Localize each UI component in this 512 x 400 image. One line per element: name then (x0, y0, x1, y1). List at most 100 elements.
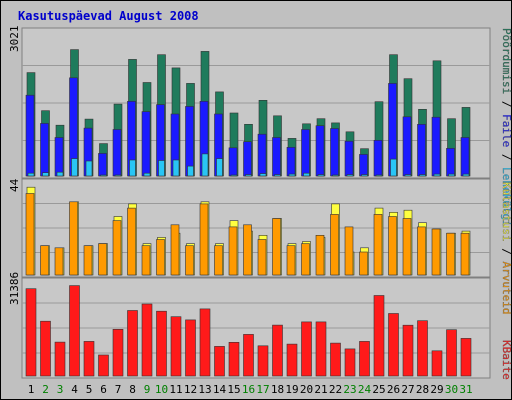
bar-lehekulgi (419, 174, 426, 177)
bar-arvuteid (330, 214, 339, 276)
bar-arvuteid (141, 245, 151, 276)
bar-arvuteid (431, 228, 441, 276)
bar-lehekulgi (85, 160, 93, 177)
bar-arvuteid (40, 245, 49, 276)
x-tick-label: 14 (213, 383, 227, 396)
x-tick-labels: 1 2 3 4 5 6 7 8 9 10 11 12 13 14 15 16 17 18 19 20 21 22 23 24 2… (28, 383, 473, 396)
x-tick-label: 6 (100, 383, 107, 396)
bar-faile (373, 140, 383, 177)
bar-lehekulgi (390, 158, 397, 177)
ymax-label-kbytes: 31386 (8, 272, 21, 305)
bar-lehekulgi (129, 159, 136, 177)
legend-separator: / (500, 94, 512, 114)
bars-hosts-panel (25, 186, 471, 276)
bar-kbaite (446, 329, 457, 377)
bar-lehekulgi (230, 174, 238, 177)
bar-faile (243, 141, 252, 177)
bar-lehekulgi (317, 174, 325, 177)
x-tick-label: 23 (343, 383, 356, 396)
x-tick-label: 25 (372, 383, 385, 396)
bar-arvuteid (112, 220, 122, 276)
bar-lehekulgi (274, 174, 281, 177)
bar-lehekulgi (158, 160, 165, 177)
x-tick-label: 29 (430, 383, 443, 396)
bar-arvuteid (402, 218, 412, 276)
bar-arvuteid (25, 193, 35, 276)
bar-kbaite (402, 324, 414, 377)
legend-entry: Lehekülgi (500, 167, 512, 227)
bar-arvuteid (199, 203, 209, 276)
bar-kbaite (388, 313, 399, 377)
bar-kbaite (301, 321, 312, 377)
bar-lehekulgi (375, 174, 383, 177)
bar-lehekulgi (259, 173, 267, 177)
legend-separator: / (500, 242, 512, 262)
x-tick-label: 3 (57, 383, 64, 396)
bar-kbaite (286, 343, 298, 377)
x-tick-label: 19 (285, 383, 298, 396)
bar-faile (286, 147, 296, 177)
ymax-label-visits: 3021 (8, 26, 21, 53)
bar-kbaite (228, 341, 240, 377)
chart-title: Kasutuspäevad August 2008 (18, 9, 199, 23)
bar-arvuteid (446, 232, 455, 276)
bar-kbaite (40, 320, 51, 377)
x-tick-label: 18 (271, 383, 284, 396)
bar-faile (417, 124, 426, 177)
legend-entry: Külastusi (500, 182, 512, 242)
bar-arvuteid (301, 243, 310, 276)
legend-visits-panel: Pöördumisi / Faile / Lehekülgi (500, 28, 512, 227)
bar-lehekulgi (114, 174, 122, 177)
legend-entry: Pöördumisi (500, 28, 512, 94)
bar-kbaite (185, 319, 196, 377)
bar-faile (402, 116, 412, 177)
bar-kbaite (359, 341, 370, 377)
bar-arvuteid (460, 232, 470, 276)
x-tick-label: 12 (184, 383, 197, 396)
bar-kbaite (112, 328, 124, 377)
bar-arvuteid (83, 245, 93, 276)
bar-lehekulgi (288, 173, 296, 177)
bar-arvuteid (388, 216, 397, 276)
bar-faile (431, 116, 441, 177)
bar-kbaite (272, 324, 283, 377)
bar-arvuteid (243, 224, 252, 276)
legend-entry: Faile (500, 114, 512, 147)
x-tick-label: 24 (358, 383, 372, 396)
bar-lehekulgi (56, 171, 64, 177)
legend-entry: Arvuteid (500, 261, 512, 314)
bar-faile (359, 154, 368, 177)
x-tick-label: 2 (42, 383, 49, 396)
bar-kbaite (199, 308, 211, 377)
bar-lehekulgi (172, 159, 180, 177)
ymax-label-hosts: 44 (8, 178, 21, 192)
bar-arvuteid (257, 239, 267, 276)
bar-kbaite (373, 295, 385, 377)
bar-arvuteid (272, 218, 281, 276)
x-tick-label: 7 (115, 383, 122, 396)
bar-arvuteid (315, 235, 325, 276)
x-tick-label: 10 (155, 383, 168, 396)
x-tick-label: 27 (401, 383, 414, 396)
bar-lehekulgi (27, 172, 35, 177)
x-tick-label: 26 (387, 383, 400, 396)
bar-kbaite (417, 320, 428, 377)
bar-faile (301, 129, 310, 177)
bar-faile (185, 106, 194, 177)
x-tick-label: 30 (445, 383, 458, 396)
bar-arvuteid (185, 245, 194, 276)
bar-kbaite (170, 316, 182, 377)
x-tick-label: 11 (169, 383, 182, 396)
legend-hosts-panel: Külastusi / Arvuteid (500, 182, 512, 314)
bar-lehekulgi (201, 153, 209, 177)
bar-faile (272, 137, 281, 177)
bar-faile (257, 133, 267, 177)
bar-faile (460, 137, 470, 177)
bar-lehekulgi (361, 174, 368, 177)
bar-arvuteid (214, 245, 223, 276)
bar-lehekulgi (448, 173, 455, 177)
bar-faile (54, 137, 64, 177)
x-tick-label: 21 (314, 383, 327, 396)
bar-lehekulgi (433, 173, 441, 177)
bar-kbaite (54, 341, 66, 377)
